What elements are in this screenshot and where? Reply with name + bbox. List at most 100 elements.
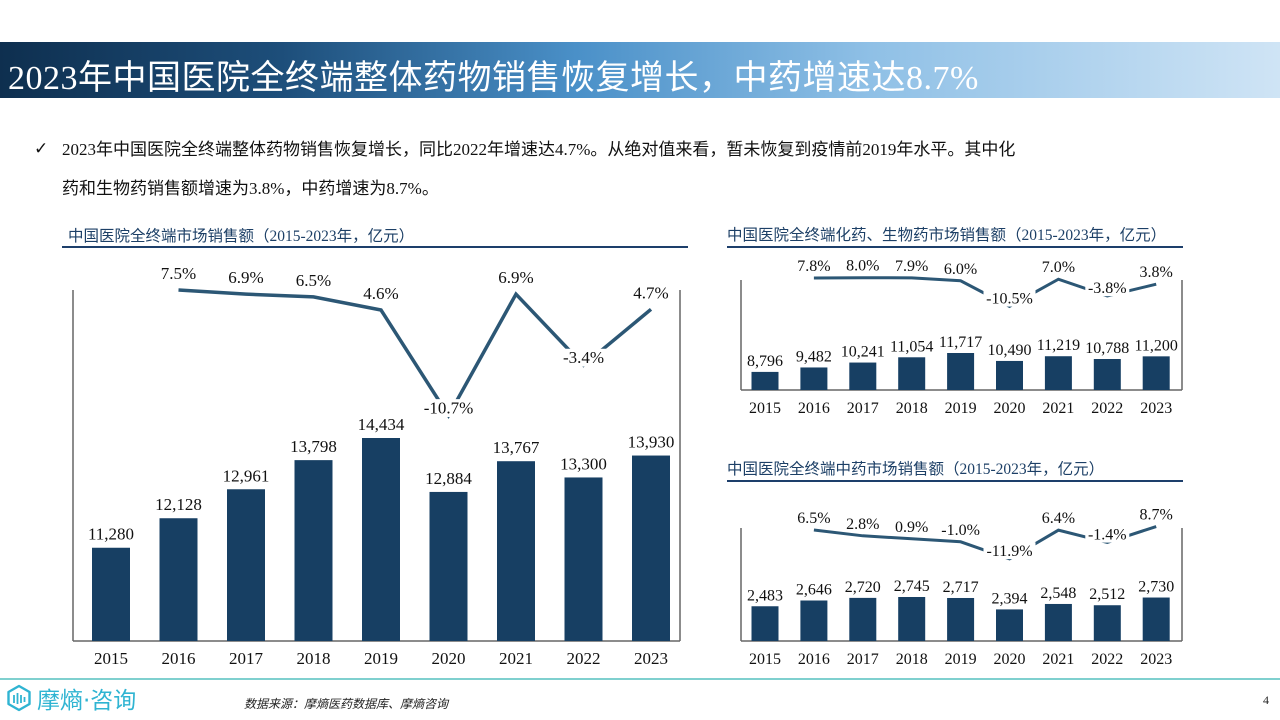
bar-2019 [947, 353, 975, 390]
bar-value-label: 10,241 [841, 344, 885, 361]
bar-2018 [898, 597, 926, 641]
growth-label: 4.6% [363, 284, 398, 303]
growth-label: 6.5% [797, 510, 830, 527]
bar-value-label: 2,730 [1138, 579, 1174, 596]
bar-2017 [227, 489, 265, 641]
x-tick-label: 2015 [94, 649, 128, 668]
x-tick-label: 2022 [567, 649, 601, 668]
bar-2019 [947, 597, 975, 641]
growth-label: -1.0% [941, 522, 980, 539]
company-logo: 摩熵·咨询 [6, 682, 136, 714]
x-tick-label: 2016 [798, 400, 830, 417]
x-tick-label: 2023 [1140, 651, 1172, 668]
x-tick-label: 2020 [994, 400, 1026, 417]
chart-title-tcm: 中国医院全终端中药市场销售额（2015-2023年，亿元） [727, 461, 1105, 478]
bar-2020 [996, 360, 1023, 390]
bar-2015 [92, 547, 130, 641]
bar-value-label: 2,548 [1040, 585, 1076, 602]
x-tick-label: 2019 [364, 649, 398, 668]
data-source: 数据来源：摩熵医药数据库、摩熵咨询 [244, 697, 449, 711]
label-bg [983, 289, 1036, 307]
bar-value-label: 2,745 [894, 578, 930, 595]
x-tick-label: 2021 [499, 649, 533, 668]
x-tick-label: 2016 [162, 649, 196, 668]
bar-2015 [751, 606, 779, 641]
growth-label: 6.5% [296, 271, 331, 290]
bar-value-label: 12,884 [425, 469, 472, 488]
x-tick-label: 2016 [798, 651, 830, 668]
moshang-logo-icon [7, 684, 31, 712]
growth-label: -1.4% [1088, 526, 1127, 543]
growth-label: -3.4% [563, 348, 604, 367]
growth-label: -10.5% [986, 290, 1033, 307]
bar-value-label: 13,300 [560, 454, 607, 473]
growth-label: 6.9% [228, 268, 263, 287]
x-tick-label: 2022 [1091, 651, 1123, 668]
label-bg [983, 542, 1036, 560]
bar-2016 [159, 518, 198, 641]
x-tick-label: 2023 [634, 649, 668, 668]
bar-value-label: 2,512 [1089, 586, 1125, 603]
bar-2023 [1142, 597, 1170, 641]
x-tick-label: 2017 [847, 651, 879, 668]
growth-label: 7.9% [895, 258, 928, 275]
growth-label: 0.9% [895, 519, 928, 536]
x-tick-label: 2015 [749, 651, 781, 668]
bar-2022 [1093, 359, 1121, 390]
x-tick-label: 2022 [1091, 400, 1123, 417]
bar-value-label: 12,128 [155, 495, 202, 514]
chart-tcm-market: 2,483 2015 2,646 2016 2,720 2017 2,745 2018 2,71… [740, 507, 1183, 668]
bar-2019 [362, 438, 400, 641]
footer-divider [0, 678, 1280, 680]
x-tick-label: 2017 [847, 400, 879, 417]
bar-value-label: 11,280 [88, 525, 134, 544]
chart-title-underline [62, 246, 688, 248]
bar-value-label: 13,930 [628, 433, 675, 452]
x-tick-label: 2020 [994, 651, 1026, 668]
x-tick-label: 2023 [1140, 400, 1172, 417]
growth-label: 7.0% [1042, 259, 1075, 276]
bar-value-label: 11,717 [939, 334, 982, 351]
bar-2016 [800, 367, 828, 390]
bar-2018 [294, 460, 333, 641]
growth-label: -10.7% [424, 399, 474, 418]
chart-chem-bio-market: 8,796 2015 9,482 2016 10,241 2017 11,054 2018 11… [740, 258, 1183, 417]
bar-value-label: 2,720 [845, 579, 881, 596]
chart-title-underline [727, 480, 1183, 482]
check-icon: ✓ [34, 139, 49, 159]
bar-2021 [1044, 356, 1072, 390]
bar-2017 [849, 597, 877, 641]
bar-value-label: 2,483 [747, 587, 783, 604]
bar-value-label: 14,434 [358, 415, 405, 434]
bar-2022 [564, 477, 603, 641]
x-tick-label: 2017 [229, 649, 264, 668]
growth-label: 7.5% [161, 264, 196, 283]
label-bg [421, 399, 476, 417]
summary-line-2: 药和生物药销售额增速为3.8%，中药增速为8.7%。 [62, 179, 439, 198]
chart-total-market: 11,280 2015 12,128 2016 12,961 2017 13,798 2018… [72, 264, 681, 668]
bar-value-label: 10,490 [988, 342, 1032, 359]
bar-2021 [1044, 603, 1072, 641]
growth-label: 6.4% [1042, 510, 1075, 527]
x-tick-label: 2018 [896, 400, 928, 417]
label-bg [1085, 525, 1130, 543]
bar-value-label: 11,054 [890, 338, 933, 355]
bar-2020 [996, 609, 1023, 641]
bar-2016 [800, 600, 828, 641]
bar-2020 [429, 491, 468, 641]
title-bar [0, 42, 1280, 98]
logo-text: 摩熵·咨询 [37, 688, 137, 714]
bar-2018 [898, 357, 926, 390]
bar-2022 [1093, 605, 1121, 641]
growth-label: 8.7% [1140, 507, 1173, 524]
bar-value-label: 10,788 [1085, 340, 1129, 357]
bar-2021 [497, 461, 535, 641]
x-tick-label: 2019 [945, 651, 977, 668]
page-number: 4 [1263, 693, 1269, 707]
x-tick-label: 2018 [896, 651, 928, 668]
bar-2023 [1142, 356, 1170, 390]
bar-value-label: 11,200 [1134, 337, 1177, 354]
x-tick-label: 2021 [1042, 651, 1074, 668]
chart-title-underline [727, 246, 1183, 248]
